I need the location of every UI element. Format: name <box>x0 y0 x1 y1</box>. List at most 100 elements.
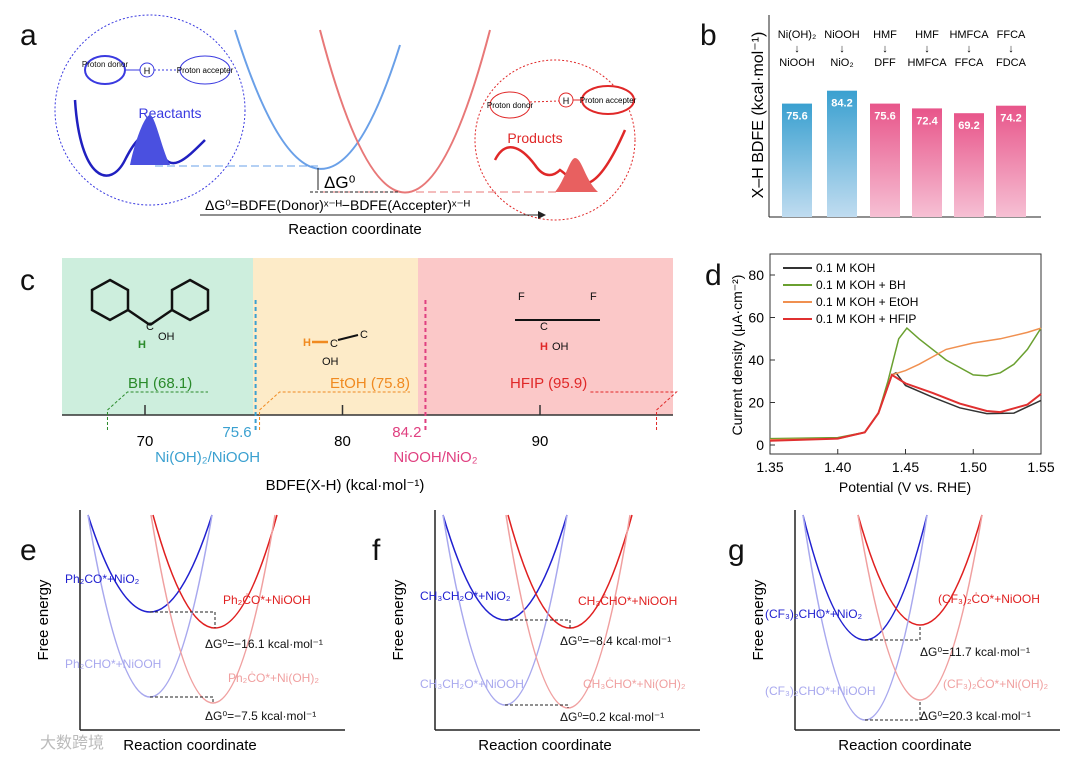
bar-category-from: FFCA <box>997 29 1026 41</box>
threshold-name: Ni(OH)₂/NiOOH <box>155 449 260 466</box>
label-r1: CH₃CH₂O*+NiO₂ <box>420 589 511 603</box>
bar-5 <box>996 105 1026 217</box>
region-green <box>62 258 253 415</box>
bar-category-arrow: ↓ <box>794 43 800 55</box>
label-p2: (CF₃)₂ĊO*+Ni(OH)₂ <box>943 677 1049 691</box>
proton-donor-label: Proton donor <box>82 60 129 69</box>
d-x-label: Potential (V vs. RHE) <box>839 479 971 495</box>
legend-label: 0.1 M KOH <box>816 261 875 275</box>
h-label: H <box>144 66 151 76</box>
etoh-c1: C <box>330 338 338 350</box>
bar-category-arrow: ↓ <box>839 43 845 55</box>
bar-category-to: DFF <box>874 57 896 69</box>
region-red <box>418 258 673 415</box>
bar-1 <box>827 90 857 217</box>
label-p2: CH₃ĊHO*+Ni(OH)₂ <box>583 677 686 691</box>
free-energy-parabola <box>87 514 213 613</box>
etoh-c2: C <box>360 329 368 341</box>
product-h-label: H <box>563 96 570 106</box>
free-energy-parabola <box>152 514 278 629</box>
free-energy-parabola <box>507 514 633 629</box>
bar-value-label: 69.2 <box>958 120 979 132</box>
products-label: Products <box>507 130 562 146</box>
bar-value-label: 84.2 <box>831 98 852 110</box>
bar-category-arrow: ↓ <box>966 43 972 55</box>
d-x-tick-label: 1.45 <box>892 459 919 475</box>
bar-category-from: HMFCA <box>949 29 989 41</box>
y-label: Free energy <box>750 579 767 660</box>
bh-c: C <box>146 321 154 333</box>
product-well <box>493 129 627 185</box>
bar-value-label: 72.4 <box>916 115 938 127</box>
bar-value-label: 75.6 <box>874 111 895 123</box>
dg-guide <box>150 611 216 628</box>
threshold-name: NiOOH/NiO₂ <box>393 449 477 466</box>
hfip-f: F <box>518 291 525 303</box>
product-donor-node <box>489 91 531 119</box>
x-label: Reaction coordinate <box>838 737 971 754</box>
legend-label: 0.1 M KOH + HFIP <box>816 312 916 326</box>
reactant-wavepacket <box>130 115 170 165</box>
label-dg1: ΔG⁰=−16.1 kcal·mol⁻¹ <box>205 637 323 651</box>
panel-c: C OH H H C C OH C H OH F F BDFE(X-H) (kc… <box>62 258 678 494</box>
panel-b-bar-chart: X–H BDFE (kcal·mol⁻¹) 75.6 Ni(OH)₂ ↓ NiOOH 8… <box>750 15 1041 218</box>
d-x-tick-label: 1.50 <box>960 459 987 475</box>
product-wavepacket <box>555 158 598 192</box>
label-r1: (CF₃)₂CHO*+NiO₂ <box>765 607 863 621</box>
bar-4 <box>954 113 984 217</box>
reaction-coordinate-label: Reaction coordinate <box>288 221 421 238</box>
hfip-c: C <box>540 321 548 333</box>
threshold-value: 84.2 <box>392 424 421 441</box>
label-p1: CH₃ĊHO*+NiOOH <box>578 594 677 608</box>
bar-category-arrow: ↓ <box>1008 43 1014 55</box>
free-energy-parabola <box>150 514 276 704</box>
label-dg2: ΔG⁰=−7.5 kcal·mol⁻¹ <box>205 709 316 723</box>
c-tick-label: 90 <box>532 433 549 450</box>
c-tick-label: 80 <box>334 433 351 450</box>
panel-label-a: a <box>20 19 37 52</box>
bar-category-from: HMF <box>915 29 939 41</box>
free-energy-parabola <box>857 514 983 701</box>
bar-value-label: 74.2 <box>1000 113 1021 125</box>
label-r1: Ph₂CO*+NiO₂ <box>65 572 140 586</box>
panel-a: Proton donor H Proton accepter Reactants… <box>54 14 637 238</box>
panel-f: Free energy Reaction coordinate CH₃CH₂O*+N… <box>390 510 700 754</box>
hfip-f2: F <box>590 291 597 303</box>
dg-guide <box>865 700 921 721</box>
label-p1: Ph₂ĊO*+NiOOH <box>223 593 311 607</box>
reactants-label: Reactants <box>138 105 201 121</box>
bar-0 <box>782 103 812 217</box>
molecule-label: EtOH (75.8) <box>330 375 410 392</box>
bar-value-label: 75.6 <box>786 111 807 123</box>
label-p1: (CF₃)₂ĊO*+NiOOH <box>938 592 1040 606</box>
bar-category-to: NiOOH <box>779 57 815 69</box>
product-accepter-label: Proton accepter <box>580 96 637 105</box>
panel-label-d: d <box>705 259 722 292</box>
label-dg2: ΔG⁰=20.3 kcal·mol⁻¹ <box>920 709 1031 723</box>
d-y-tick-label: 60 <box>748 310 764 326</box>
hfip-h: H <box>540 341 548 353</box>
bar-2 <box>870 103 900 217</box>
bar-3 <box>912 108 942 217</box>
bar-category-arrow: ↓ <box>924 43 930 55</box>
label-dg2: ΔG⁰=0.2 kcal·mol⁻¹ <box>560 710 664 724</box>
d-y-tick-label: 80 <box>748 267 764 283</box>
c-x-label: BDFE(X-H) (kcal·mol⁻¹) <box>266 477 425 494</box>
y-label: Free energy <box>390 579 407 660</box>
label-r2: CH₃CH₂O*+NiOOH <box>420 677 524 691</box>
free-energy-parabola <box>442 514 568 621</box>
dg-guide <box>505 619 571 628</box>
bh-oh: OH <box>158 331 175 343</box>
proton-accepter-label: Proton accepter <box>177 66 234 75</box>
bh-h: H <box>138 339 146 351</box>
x-label: Reaction coordinate <box>123 737 256 754</box>
d-x-tick-label: 1.55 <box>1027 459 1054 475</box>
panel-label-c: c <box>20 264 35 297</box>
b-y-label: X–H BDFE (kcal·mol⁻¹) <box>750 32 767 199</box>
region-yellow <box>253 258 418 415</box>
label-dg1: ΔG⁰=−8.4 kcal·mol⁻¹ <box>560 634 671 648</box>
reactant-parabola <box>234 29 401 170</box>
product-parabola <box>319 29 491 194</box>
panel-e: Free energy Reaction coordinate Ph₂CO*+NiO… <box>35 510 345 754</box>
